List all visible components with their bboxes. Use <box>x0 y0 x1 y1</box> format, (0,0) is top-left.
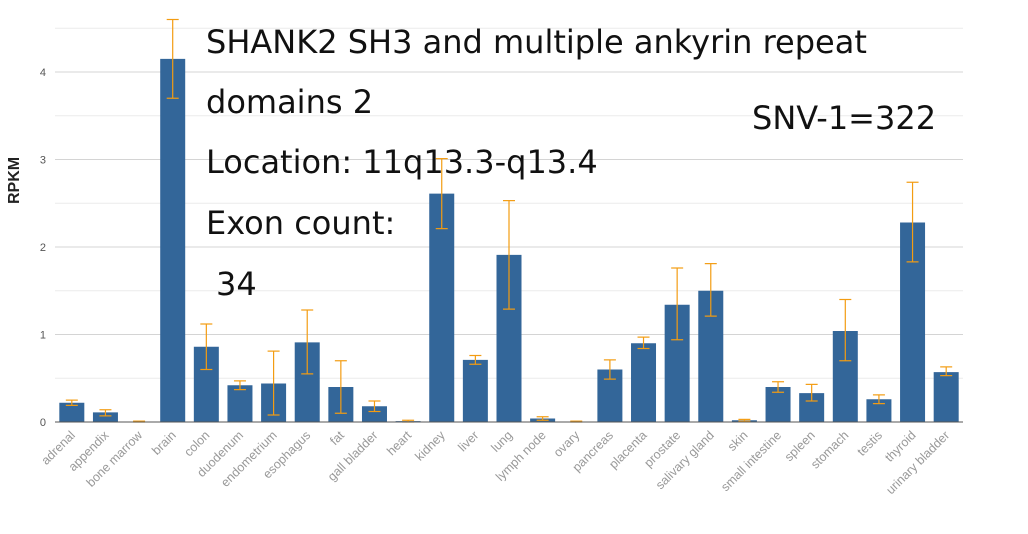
error-bar <box>65 399 78 406</box>
bar-duodenum <box>227 385 253 422</box>
bar-appendix <box>92 412 118 422</box>
x-tick-label: liver <box>455 428 481 454</box>
y-tick-label: 4 <box>40 67 46 79</box>
error-bar <box>200 323 213 371</box>
x-tick-label: colon <box>181 428 212 459</box>
y-tick-label: 3 <box>40 155 46 167</box>
x-tick-label: kidney <box>412 428 448 464</box>
bar-kidney <box>429 193 455 422</box>
y-tick-labels: 0 1 2 3 4 <box>40 67 46 429</box>
error-bar <box>334 360 347 414</box>
bar-brain <box>160 58 186 422</box>
y-axis-label: RPKM <box>6 156 23 204</box>
snv-label: SNV-1=322 <box>752 99 937 137</box>
error-bar <box>166 18 179 99</box>
bar-urinary-bladder <box>933 372 959 422</box>
error-bar <box>469 354 482 365</box>
bar-adrenal <box>59 402 85 422</box>
error-bar <box>368 400 381 413</box>
x-tick-label: fat <box>327 428 347 448</box>
bar-gall-bladder <box>361 406 387 422</box>
gene-location: Location: 11q13.3-q13.4 <box>206 143 598 181</box>
bar-liver <box>462 359 488 422</box>
error-bar <box>536 416 549 421</box>
error-bar <box>738 418 751 422</box>
x-tick-label: placenta <box>606 428 649 471</box>
y-tick-label: 2 <box>40 242 46 254</box>
error-bar <box>267 350 280 416</box>
error-bar <box>503 200 515 310</box>
error-bar <box>301 309 314 375</box>
y-tick-label: 1 <box>40 330 46 342</box>
error-bar <box>772 381 785 393</box>
error-bar <box>233 380 246 391</box>
error-bar <box>435 158 448 230</box>
y-tick-label: 0 <box>40 417 46 429</box>
x-tick-label: brain <box>149 428 179 458</box>
x-tick-label: stomach <box>808 428 851 471</box>
bar-placenta <box>631 343 657 422</box>
exon-count-label: Exon count: <box>206 204 396 242</box>
x-tick-label: skin <box>725 428 751 454</box>
error-bar <box>940 366 953 377</box>
error-bar <box>637 336 650 350</box>
x-tick-label: small intestine <box>718 428 784 494</box>
error-bar <box>839 298 852 362</box>
error-bar <box>99 409 112 417</box>
error-bar <box>671 267 684 341</box>
error-bar <box>704 263 717 317</box>
bar-testis <box>866 399 892 422</box>
x-tick-label: testis <box>855 428 886 459</box>
error-bar <box>872 394 885 405</box>
error-bar <box>603 359 616 380</box>
exon-count-value: 34 <box>216 265 257 303</box>
x-tick-label: lung <box>489 428 516 455</box>
x-tick-label: heart <box>384 428 414 458</box>
error-bar <box>805 383 818 402</box>
bars <box>59 58 959 422</box>
gene-title-line1: SHANK2 SH3 and multiple ankyrin repeat <box>206 23 867 61</box>
error-bars <box>65 18 953 423</box>
error-bar <box>906 181 919 263</box>
gene-title-line2: domains 2 <box>206 83 374 121</box>
